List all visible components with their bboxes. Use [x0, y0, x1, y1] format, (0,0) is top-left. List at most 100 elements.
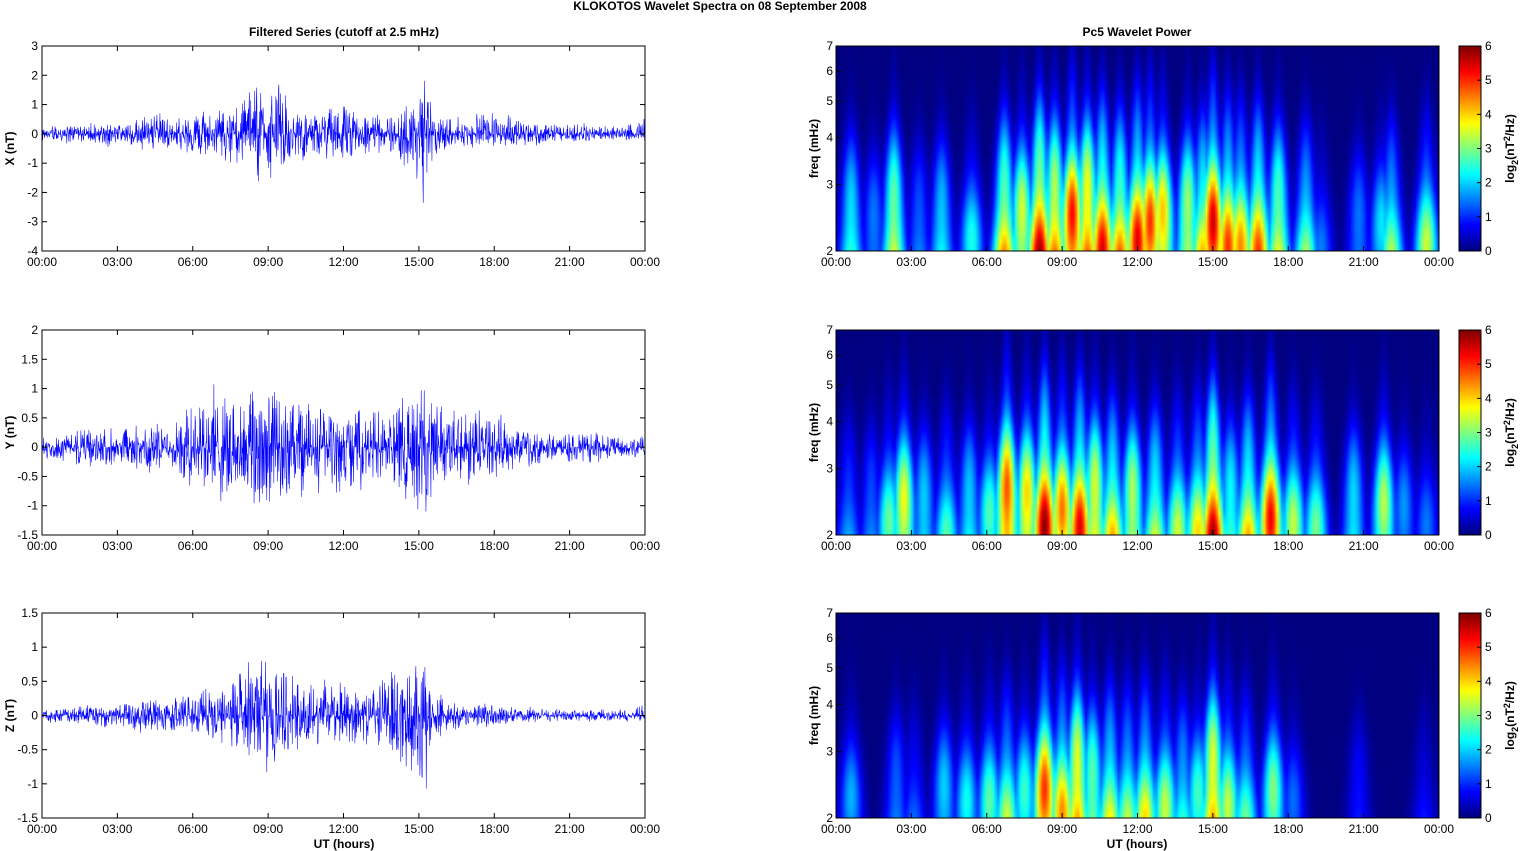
x-tick-label: 12:00: [1122, 539, 1152, 553]
y-tick-label: -3: [27, 215, 38, 229]
y-tick-label: 5: [826, 661, 833, 675]
x-tick-label: 03:00: [102, 539, 132, 553]
x-tick-label: 03:00: [896, 822, 926, 836]
colorbar: 6 5 4 3 2 1 0 log2(nT2/Hz): [1458, 606, 1520, 825]
x-tick-label: 21:00: [555, 255, 585, 269]
y-tick-label: 4: [826, 698, 833, 712]
y-tick-label: 2: [31, 68, 38, 82]
left-column-title: Filtered Series (cutoff at 2.5 mHz): [249, 25, 439, 39]
y-tick-label: -0.5: [17, 743, 38, 757]
x-tick-label: 09:00: [253, 255, 283, 269]
x-tick-label: 00:00: [630, 255, 660, 269]
x-tick-label: 06:00: [178, 822, 208, 836]
x-tick-label: 00:00: [1424, 255, 1454, 269]
suptitle: KLOKOTOS Wavelet Spectra on 08 September…: [573, 0, 867, 13]
wavelet-power-image: [836, 330, 1439, 535]
colorbar-tick-label: 0: [1485, 811, 1492, 825]
y-tick-label: 7: [826, 39, 833, 53]
colorbar-tick-label: 5: [1485, 640, 1492, 654]
y-tick-label: 5: [826, 378, 833, 392]
x-tick-label: 00:00: [821, 539, 851, 553]
x-tick-label: 00:00: [821, 822, 851, 836]
x-tick-label: 12:00: [328, 255, 358, 269]
y-tick-label: 2: [826, 811, 833, 825]
y-tick-label: 6: [826, 64, 833, 78]
y-tick-label: 1: [31, 98, 38, 112]
y-tick-label: 3: [826, 178, 833, 192]
x-tick-label: 18:00: [1273, 255, 1303, 269]
time-series-trace: [41, 384, 646, 512]
y-tick-label: 6: [826, 631, 833, 645]
y-tick-label: -1.5: [17, 811, 38, 825]
x-tick-label: 03:00: [896, 255, 926, 269]
colorbar-tick-label: 4: [1485, 674, 1492, 688]
left-xlabel: UT (hours): [314, 837, 375, 851]
x-tick-label: 18:00: [479, 255, 509, 269]
x-tick-label: 06:00: [972, 822, 1002, 836]
x-tick-label: 03:00: [102, 822, 132, 836]
x-tick-label: 12:00: [328, 822, 358, 836]
x-tick-label: 03:00: [102, 255, 132, 269]
x-tick-label: 15:00: [1198, 255, 1228, 269]
x-tick-label: 21:00: [555, 539, 585, 553]
x-tick-label: 09:00: [253, 822, 283, 836]
colorbar-tick-label: 6: [1485, 606, 1492, 620]
x-tick-label: 06:00: [972, 255, 1002, 269]
y-tick-label: 1.5: [21, 606, 38, 620]
colorbar-tick-label: 6: [1485, 39, 1492, 53]
y-axis-label: freq (mHz): [807, 119, 821, 178]
x-tick-label: 12:00: [1122, 822, 1152, 836]
y-axis-label: freq (mHz): [807, 686, 821, 745]
y-tick-label: 5: [826, 94, 833, 108]
x-tick-label: 06:00: [178, 255, 208, 269]
colorbar-label: log2(nT2/Hz): [1502, 398, 1520, 467]
y-tick-label: 3: [826, 745, 833, 759]
y-tick-label: 2: [31, 323, 38, 337]
time-series-trace: [41, 80, 646, 203]
x-tick-label: 18:00: [479, 822, 509, 836]
colorbar-tick-label: 4: [1485, 391, 1492, 405]
series-panel-z: 1.510.50-0.5-1-1.500:00 03:00 06:00 09:00 12…: [3, 606, 660, 836]
y-tick-label: 3: [31, 39, 38, 53]
y-axis-label: Z (nT): [3, 699, 17, 732]
y-tick-label: 4: [826, 415, 833, 429]
x-tick-label: 00:00: [821, 255, 851, 269]
wavelet-power-image: [836, 46, 1439, 251]
colorbar-tick-label: 2: [1485, 460, 1492, 474]
x-tick-label: 18:00: [479, 539, 509, 553]
y-tick-label: 0.5: [21, 411, 38, 425]
colorbar-tick-label: 3: [1485, 426, 1492, 440]
y-tick-label: 0.5: [21, 674, 38, 688]
y-tick-label: -4: [27, 244, 38, 258]
colorbar-tick-label: 4: [1485, 107, 1492, 121]
x-tick-label: 21:00: [1349, 255, 1379, 269]
y-tick-label: 6: [826, 348, 833, 362]
x-tick-label: 09:00: [1047, 255, 1077, 269]
x-tick-label: 12:00: [1122, 255, 1152, 269]
series-panel-y: 21.510.50-0.5-1-1.500:00 03:00 06:00 09:00 1…: [3, 323, 660, 553]
y-axis-label: X (nT): [3, 132, 17, 166]
x-tick-label: 03:00: [896, 539, 926, 553]
colorbar-label: log2(nT2/Hz): [1502, 681, 1520, 750]
y-tick-label: -0.5: [17, 469, 38, 483]
colorbar-label: log2(nT2/Hz): [1502, 114, 1520, 183]
x-tick-label: 00:00: [630, 822, 660, 836]
x-tick-label: 00:00: [630, 539, 660, 553]
colorbar-tick-label: 2: [1485, 176, 1492, 190]
colorbar-gradient: [1459, 613, 1481, 818]
x-tick-label: 09:00: [1047, 822, 1077, 836]
colorbar-tick-label: 0: [1485, 528, 1492, 542]
y-tick-label: 0: [31, 127, 38, 141]
colorbar: 6 5 4 3 2 1 0 log2(nT2/Hz): [1458, 39, 1520, 258]
x-tick-label: 00:00: [27, 539, 57, 553]
x-tick-label: 21:00: [1349, 539, 1379, 553]
x-tick-label: 09:00: [1047, 539, 1077, 553]
y-tick-label: 2: [826, 528, 833, 542]
y-tick-label: 7: [826, 606, 833, 620]
y-tick-label: -2: [27, 185, 38, 199]
y-tick-label: 2: [826, 244, 833, 258]
